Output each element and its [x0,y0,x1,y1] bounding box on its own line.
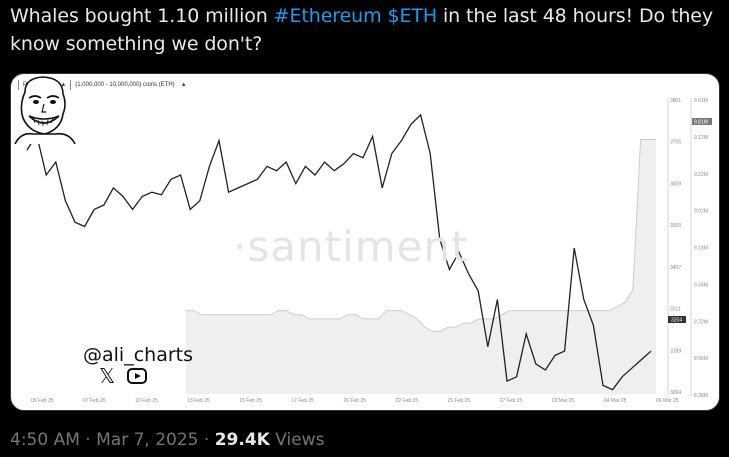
price-axis-label: 3503 [670,223,681,229]
price-axis-label: 3311 [670,307,681,313]
holdings-axis-label: 8.56M [694,356,708,362]
holdings-line [186,139,656,332]
tweet-text-before: Whales bought 1.10 million [10,5,274,27]
views-count: 29.4K [214,430,270,450]
holdings-axis-label: 9.22M [694,172,708,178]
legend-coins: (1,000,000 - 10,000,000) coins (ETH) [70,80,178,90]
views-label: Views [269,430,325,450]
ali-charts-handle: @ali_charts [83,344,193,366]
price-line [26,113,652,391]
holdings-area [186,139,656,394]
price-marker-label: 3204 [671,318,682,324]
price-axis-label: 3407 [670,265,681,271]
holdings-axis-label: 9.18M [694,246,708,252]
price-axis-label: 3609 [670,181,681,187]
tweet-text-after: in the last 48 hours! Do they know somet… [10,5,714,55]
price-holdings-chart: 05 Feb 25 07 Feb 25 10 Feb 25 13 Feb 25 15 F… [26,98,712,404]
price-axis-label: 3801 [670,98,681,104]
tweet-text: Whales bought 1.10 million #Ethereum $ET… [10,2,722,58]
tweet-date[interactable]: Mar 7, 2025 [96,430,199,450]
x-tick-label: 22 Feb 25 [396,398,419,404]
holdings-marker-box [692,118,712,125]
legend-price-arrow-icon: ▲ [60,82,67,88]
social-icons: 𝕏 [99,364,148,388]
chart-image[interactable]: 05 Feb 25 07 Feb 25 10 Feb 25 13 Feb 25 15 F… [10,73,720,411]
holdings-axis-label: 9.34M [694,282,708,288]
x-tick-label: 06 Mar 25 [656,398,679,404]
x-tick-label: 07 Feb 25 [83,398,106,404]
x-tick-label: 02 Mar 25 [552,398,575,404]
holdings-marker-label: 9.81M [694,120,708,126]
x-icon: 𝕏 [99,364,116,388]
legend-coins-arrow-icon: ▲ [180,82,187,88]
holdings-axis-label: 8.38M [694,393,708,399]
x-tick-label: 13 Feb 25 [187,398,210,404]
price-axis-label: 3189 [670,348,681,354]
x-tick-label: 17 Feb 25 [291,398,314,404]
x-tick-label: 20 Feb 25 [344,398,367,404]
x-tick-label: 10 Feb 25 [135,398,158,404]
cashtag-link[interactable]: $ETH [387,5,438,27]
x-tick-label: 05 Feb 25 [31,398,54,404]
x-tick-label: 04 Mar 25 [604,398,627,404]
tweet-meta: 4:50 AM · Mar 7, 2025 · 29.4K Views [10,430,324,450]
meta-separator: · [79,430,97,450]
price-marker-box [668,316,686,323]
holdings-axis-label: 9.12M [694,135,708,141]
x-tick-label: 25 Feb 25 [448,398,471,404]
meta-separator: · [198,430,215,450]
hashtag-link[interactable]: #Ethereum [273,5,382,27]
holdings-axis-label: 8.72M [694,319,708,325]
troll-face-avatar-icon [14,76,76,144]
tweet-time[interactable]: 4:50 AM [10,430,80,450]
youtube-icon [127,368,148,384]
holdings-axis-label: 9.61M [694,98,708,104]
price-axis-label: 3094 [670,390,681,396]
x-tick-label: 15 Feb 25 [239,398,262,404]
price-axis-label: 3705 [670,140,681,146]
santiment-watermark: ·santiment [233,222,469,271]
holdings-axis-label: 9.02M [694,209,708,215]
x-tick-label: 27 Feb 25 [500,398,523,404]
